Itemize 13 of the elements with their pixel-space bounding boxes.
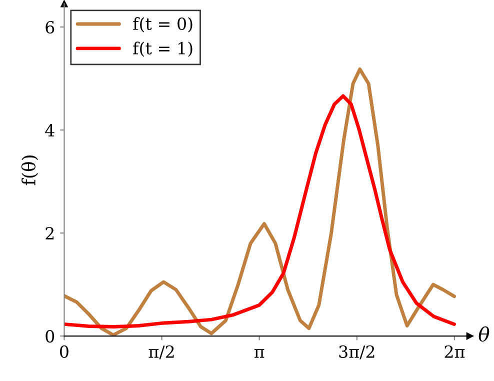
- y-tick-label: 2: [46, 226, 54, 240]
- x-tick-label: π/2: [148, 345, 174, 360]
- x-tick-label: 0: [60, 345, 68, 358]
- y-tick-label: 6: [46, 20, 54, 34]
- y-tick-label: 4: [45, 124, 54, 136]
- legend-label: f(t = 0): [133, 17, 192, 32]
- x-tick-label: 3π/2: [339, 345, 374, 360]
- legend-label: f(t = 1): [133, 42, 192, 57]
- y-tick-label: 0: [46, 330, 54, 343]
- y-axis-title: f(θ): [21, 156, 38, 186]
- x-axis-title: θ: [478, 326, 490, 342]
- x-tick-label: 2π: [444, 345, 465, 358]
- x-tick-label: π: [254, 349, 264, 358]
